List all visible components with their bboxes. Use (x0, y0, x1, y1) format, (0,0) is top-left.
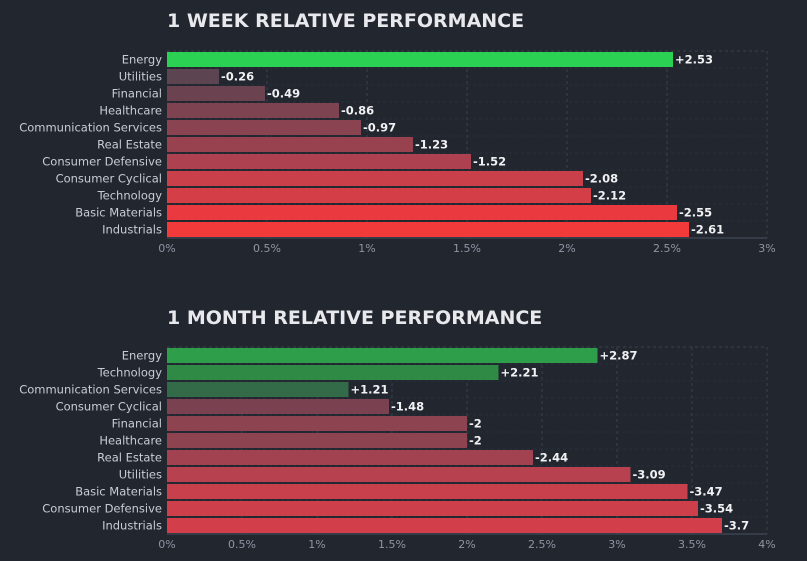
chart1-bar (167, 171, 583, 186)
chart1-category-label: Industrials (102, 223, 162, 237)
chart1-x-tick-label: 2.5% (653, 242, 681, 255)
chart1-category-label: Real Estate (97, 138, 162, 152)
chart2-value-label: -3.7 (724, 519, 749, 533)
chart1-value-label: -1.52 (473, 155, 506, 169)
chart2-category-label: Utilities (119, 468, 162, 482)
chart2-value-label: +2.21 (501, 366, 539, 380)
chart2-bar (167, 501, 698, 516)
chart1-value-label: -2.08 (585, 172, 618, 186)
chart2-bar (167, 399, 389, 414)
chart1-category-label: Consumer Cyclical (56, 172, 162, 186)
chart2-bar (167, 484, 688, 499)
chart2-bar (167, 382, 349, 397)
chart1-value-label: -0.97 (363, 121, 396, 135)
chart1-category-label: Technology (97, 189, 163, 203)
chart2-category-label: Industrials (102, 519, 162, 533)
chart2-bar (167, 365, 499, 380)
chart2-value-label: -3.54 (700, 502, 733, 516)
chart2-category-label: Consumer Defensive (42, 502, 162, 516)
chart1-value-label: -2.12 (593, 189, 626, 203)
chart1-x-tick-label: 0% (158, 242, 175, 255)
chart1-bar (167, 205, 677, 220)
chart1-value-label: +2.53 (675, 53, 713, 67)
chart2-x-tick-label: 3% (608, 538, 625, 551)
chart2-category-label: Technology (97, 366, 163, 380)
chart1-bar (167, 137, 413, 152)
chart1-value-label: -0.86 (341, 104, 374, 118)
chart1-value-label: -0.49 (267, 87, 300, 101)
chart1-x-tick-label: 1% (358, 242, 375, 255)
chart2-value-label: -2 (469, 434, 482, 448)
chart1-category-label: Healthcare (99, 104, 162, 118)
chart2-category-label: Financial (112, 417, 162, 431)
chart2-value-label: -3.47 (690, 485, 723, 499)
chart1-value-label: -2.55 (679, 206, 712, 220)
chart1-bar (167, 69, 219, 84)
chart2-value-label: -1.48 (391, 400, 424, 414)
chart2-value-label: -2.44 (535, 451, 568, 465)
chart2-x-tick-label: 1% (308, 538, 325, 551)
chart1-bar (167, 52, 673, 67)
chart2-x-tick-label: 4% (758, 538, 775, 551)
chart1-bar (167, 222, 689, 237)
chart2-bar (167, 348, 598, 363)
chart1-bar (167, 154, 471, 169)
chart2-category-label: Energy (122, 349, 162, 363)
chart2-bar (167, 450, 533, 465)
chart2-bar (167, 518, 722, 533)
chart1-value-label: -0.26 (221, 70, 254, 84)
chart2-x-tick-label: 2% (458, 538, 475, 551)
chart1-category-label: Utilities (119, 70, 162, 84)
chart1-category-label: Consumer Defensive (42, 155, 162, 169)
chart1-value-label: -1.23 (415, 138, 448, 152)
chart2-bar (167, 416, 467, 431)
chart2-bar (167, 467, 631, 482)
chart1-x-tick-label: 3% (758, 242, 775, 255)
chart2-category-label: Consumer Cyclical (56, 400, 162, 414)
chart1-value-label: -2.61 (691, 223, 724, 237)
chart1-category-label: Basic Materials (75, 206, 162, 220)
chart2-value-label: +2.87 (600, 349, 638, 363)
chart1-bar (167, 120, 361, 135)
chart2-x-tick-label: 0.5% (228, 538, 256, 551)
chart1-category-label: Energy (122, 53, 162, 67)
chart1-bar (167, 188, 591, 203)
chart2-bar (167, 433, 467, 448)
chart2-category-label: Real Estate (97, 451, 162, 465)
chart2-category-label: Communication Services (19, 383, 162, 397)
chart1-x-tick-label: 1.5% (453, 242, 481, 255)
chart2-title: 1 MONTH RELATIVE PERFORMANCE (167, 307, 542, 329)
chart1-category-label: Financial (112, 87, 162, 101)
chart2-value-label: +1.21 (351, 383, 389, 397)
chart2-category-label: Basic Materials (75, 485, 162, 499)
chart2-x-tick-label: 3.5% (678, 538, 706, 551)
chart2-x-tick-label: 1.5% (378, 538, 406, 551)
chart1-bar (167, 103, 339, 118)
chart2-value-label: -2 (469, 417, 482, 431)
chart1-title: 1 WEEK RELATIVE PERFORMANCE (167, 10, 524, 32)
chart2-x-tick-label: 2.5% (528, 538, 556, 551)
chart2-value-label: -3.09 (633, 468, 666, 482)
chart1-bar (167, 86, 265, 101)
chart2-category-label: Healthcare (99, 434, 162, 448)
chart1-category-label: Communication Services (19, 121, 162, 135)
chart2-x-tick-label: 0% (158, 538, 175, 551)
chart1-x-tick-label: 2% (558, 242, 575, 255)
chart1-x-tick-label: 0.5% (253, 242, 281, 255)
